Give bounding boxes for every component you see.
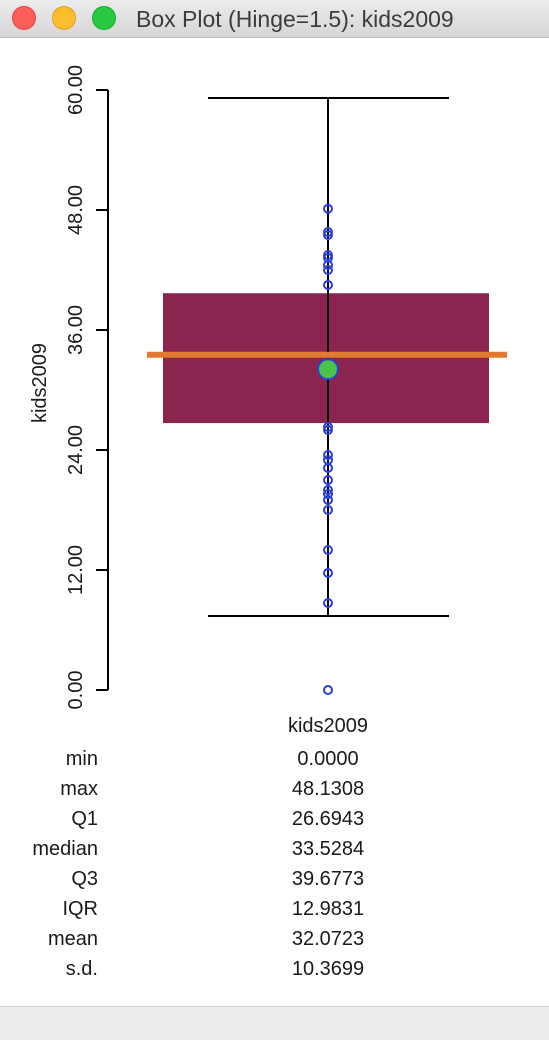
y-tick-label: 0.00 — [65, 671, 87, 710]
minimize-window-button[interactable] — [52, 6, 76, 30]
stat-value: 12.9831 — [291, 898, 365, 920]
data-point — [323, 485, 333, 495]
stat-value: 26.6943 — [291, 808, 365, 830]
stat-value: 33.5284 — [291, 838, 365, 860]
y-tick-label: 60.00 — [65, 65, 87, 115]
data-point — [323, 422, 333, 432]
stat-row: Q1 26.6943 — [0, 808, 549, 838]
stat-row: Q3 39.6773 — [0, 868, 549, 898]
stat-label: mean — [47, 928, 98, 950]
data-point — [323, 203, 333, 214]
stat-value: 48.1308 — [291, 778, 365, 800]
zoom-window-button[interactable] — [92, 6, 116, 30]
stat-row: median 33.5284 — [0, 838, 549, 868]
stat-label: IQR — [62, 898, 98, 920]
box-plot-chart: 0.00 12.00 24.00 36.00 48.00 60.00 kids2009 k… — [29, 65, 507, 737]
close-window-button[interactable] — [12, 6, 36, 30]
stat-label: median — [32, 838, 98, 860]
data-point — [323, 455, 333, 465]
stat-value: 0.0000 — [297, 748, 359, 770]
stat-row: IQR 12.9831 — [0, 898, 549, 928]
window-title: Box Plot (Hinge=1.5): kids2009 — [136, 6, 454, 32]
stat-label: s.d. — [65, 958, 98, 980]
data-point — [323, 227, 333, 237]
stat-row: mean 32.0723 — [0, 928, 549, 958]
stat-label: Q1 — [71, 808, 98, 830]
status-bar — [0, 1006, 549, 1040]
data-point — [323, 495, 333, 505]
data-point — [323, 545, 333, 555]
data-point — [323, 685, 333, 695]
mean-marker — [317, 358, 339, 381]
stat-row: max 48.1308 — [0, 778, 549, 808]
data-point — [323, 475, 333, 485]
data-point — [323, 568, 333, 578]
data-point — [323, 280, 333, 290]
data-point — [323, 265, 333, 275]
stat-label: Q3 — [71, 868, 98, 890]
data-point — [323, 598, 333, 608]
iqr-box — [163, 293, 489, 424]
window-titlebar: Box Plot (Hinge=1.5): kids2009 — [0, 0, 549, 38]
y-axis-label: kids2009 — [29, 343, 51, 423]
y-tick-label: 12.00 — [65, 545, 87, 595]
data-point — [323, 505, 333, 515]
data-point — [323, 250, 333, 260]
stat-value: 39.6773 — [291, 868, 365, 890]
stat-row: s.d. 10.3699 — [0, 958, 549, 988]
y-tick-label: 24.00 — [65, 425, 87, 475]
stat-label: min — [65, 748, 98, 770]
x-axis-label: kids2009 — [288, 715, 368, 737]
data-point — [323, 489, 333, 499]
data-point — [323, 450, 333, 460]
stat-row: min 0.0000 — [0, 748, 549, 778]
stat-label: max — [60, 778, 98, 800]
stat-value: 32.0723 — [291, 928, 365, 950]
y-tick-label: 48.00 — [65, 185, 87, 235]
y-tick-label: 36.00 — [65, 305, 87, 355]
stat-value: 10.3699 — [291, 958, 365, 980]
